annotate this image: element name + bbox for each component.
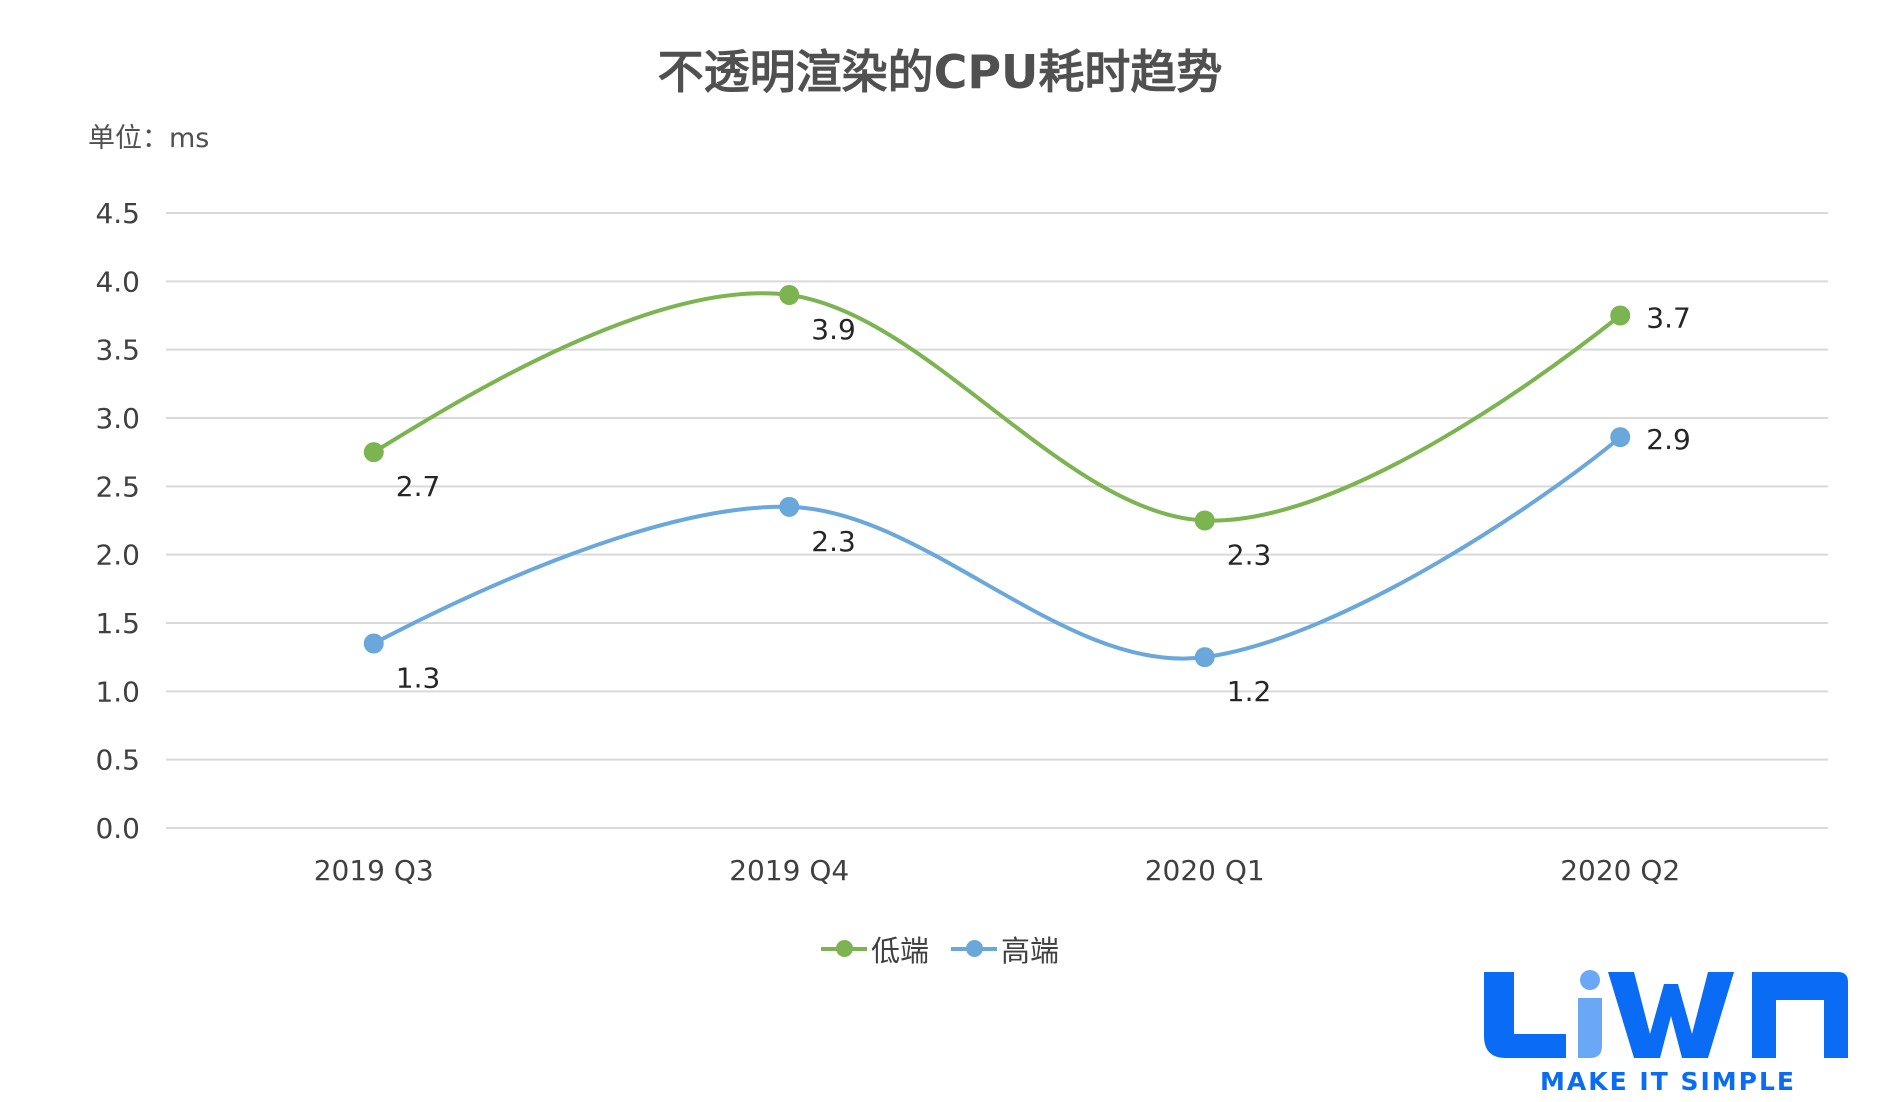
y-tick-label: 2.0 bbox=[95, 539, 140, 572]
data-point bbox=[1610, 427, 1631, 448]
data-point bbox=[1610, 305, 1631, 326]
data-label: 2.3 bbox=[811, 525, 856, 558]
logo-tagline: MAKE IT SIMPLE bbox=[1540, 1067, 1796, 1096]
series-line-low-end bbox=[372, 291, 1622, 523]
y-tick-label: 4.0 bbox=[95, 265, 140, 298]
legend-item-low-end[interactable]: 低端 bbox=[820, 928, 929, 970]
legend-marker-high-end bbox=[951, 940, 997, 957]
data-label: 3.7 bbox=[1646, 302, 1691, 335]
y-tick-label: 1.5 bbox=[95, 607, 140, 640]
legend-marker-low-end bbox=[820, 940, 867, 957]
legend-label: 高端 bbox=[1001, 934, 1060, 968]
data-label: 3.9 bbox=[811, 313, 856, 346]
data-point bbox=[779, 285, 800, 305]
unit-label: 单位：ms bbox=[88, 123, 210, 154]
y-tick-label: 2.5 bbox=[95, 470, 140, 503]
legend-item-high-end[interactable]: 高端 bbox=[951, 928, 1059, 970]
y-tick-label: 1.0 bbox=[95, 675, 140, 708]
y-tick-label: 4.5 bbox=[95, 197, 140, 230]
data-label: 1.3 bbox=[396, 662, 441, 695]
data-point bbox=[363, 633, 384, 654]
data-label: 2.3 bbox=[1227, 539, 1272, 572]
data-point bbox=[779, 496, 800, 517]
data-label: 1.2 bbox=[1227, 675, 1272, 708]
x-tick-label: 2019 Q3 bbox=[314, 854, 434, 887]
legend: 低端 高端 bbox=[0, 928, 1880, 970]
data-point bbox=[1194, 647, 1215, 668]
y-tick-label: 0.0 bbox=[95, 812, 140, 845]
x-tick-label: 2020 Q2 bbox=[1560, 854, 1680, 887]
y-tick-label: 3.0 bbox=[95, 402, 140, 435]
x-tick-label: 2020 Q1 bbox=[1145, 854, 1265, 887]
y-tick-label: 3.5 bbox=[95, 334, 140, 367]
data-label: 2.9 bbox=[1646, 423, 1691, 456]
data-point bbox=[1194, 510, 1215, 531]
chart-title: 不透明渲染的CPU耗时趋势 bbox=[657, 45, 1223, 99]
data-label: 2.7 bbox=[396, 470, 441, 503]
data-point bbox=[363, 442, 384, 463]
series-line-high-end bbox=[372, 435, 1622, 661]
legend-label: 低端 bbox=[870, 934, 929, 968]
x-tick-label: 2019 Q4 bbox=[729, 854, 849, 887]
y-tick-label: 0.5 bbox=[95, 744, 140, 777]
liwa-logo: MAKE IT SIMPLE bbox=[1484, 970, 1848, 1096]
